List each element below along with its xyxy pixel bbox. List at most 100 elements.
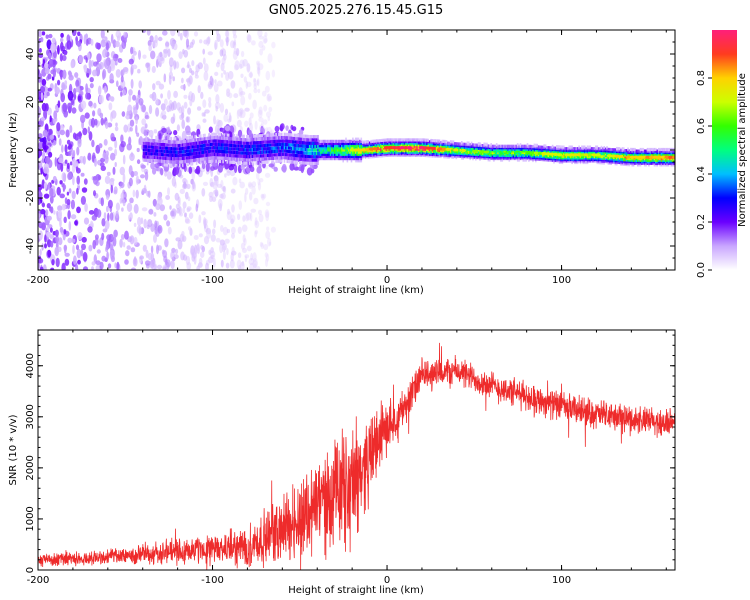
ridge-cell xyxy=(294,150,297,154)
noise-speck xyxy=(89,83,94,89)
noise-speck xyxy=(184,217,190,224)
ridge-cell xyxy=(264,140,266,144)
noise-speck xyxy=(122,241,126,248)
noise-speck xyxy=(208,191,214,198)
noise-speck xyxy=(74,72,79,78)
ridge-cell xyxy=(200,154,202,158)
noise-speck xyxy=(132,257,138,267)
noise-speck xyxy=(58,209,62,219)
ridge-cell xyxy=(285,139,287,143)
ridge-cell xyxy=(233,154,236,158)
ridge-cell xyxy=(269,140,272,144)
ridge-cell xyxy=(359,139,361,143)
ridge-cell xyxy=(230,147,233,151)
noise-speck xyxy=(67,210,71,220)
noise-speck xyxy=(226,88,231,97)
noise-speck xyxy=(170,251,176,260)
ridge-cell xyxy=(220,136,223,140)
ridge-cell xyxy=(293,157,296,161)
noise-speck xyxy=(133,106,138,116)
ridge-cell xyxy=(248,141,251,145)
noise-speck xyxy=(251,185,256,195)
ridge-cell xyxy=(165,146,167,150)
ridge-cell xyxy=(148,145,150,149)
ridge-cell xyxy=(306,138,308,142)
ridge-cell xyxy=(197,158,199,162)
noise-speck xyxy=(257,67,261,77)
noise-speck xyxy=(266,93,272,102)
ridge-cell xyxy=(219,153,222,157)
ridge-cell xyxy=(332,144,335,148)
ridge-cell xyxy=(332,150,335,154)
ridge-cell xyxy=(595,147,597,151)
ridge-cell xyxy=(144,138,146,142)
noise-speck xyxy=(203,71,209,81)
noise-speck xyxy=(57,100,61,108)
noise-speck xyxy=(249,191,253,201)
noise-speck xyxy=(224,173,227,178)
ridge-cell xyxy=(156,139,159,143)
ridge-cell xyxy=(315,158,318,162)
noise-speck xyxy=(215,105,218,112)
ridge-cell xyxy=(211,146,213,150)
ridge-cell xyxy=(267,147,269,151)
ridge-cell xyxy=(258,157,261,161)
ridge-cell xyxy=(163,149,166,153)
ridge-cell xyxy=(294,140,297,144)
noise-speck xyxy=(121,111,126,117)
ridge-cell xyxy=(313,161,315,165)
noise-speck xyxy=(93,102,97,109)
ridge-cell xyxy=(449,149,452,153)
noise-speck xyxy=(88,131,93,141)
ridge-cell xyxy=(286,159,289,163)
ridge-cell xyxy=(327,139,329,143)
noise-speck xyxy=(59,218,62,228)
noise-speck xyxy=(44,243,47,249)
noise-speck xyxy=(219,39,224,48)
noise-speck xyxy=(49,134,55,140)
ridge-cell xyxy=(342,141,344,146)
ridge-cell xyxy=(237,157,240,161)
ridge-cell xyxy=(511,144,513,148)
ridge-cell xyxy=(553,149,555,153)
ridge-cell xyxy=(292,157,294,161)
ridge-cell xyxy=(289,139,291,144)
ridge-cell xyxy=(208,136,210,140)
ridge-cell xyxy=(255,137,258,141)
noise-speck xyxy=(206,230,212,239)
noise-speck xyxy=(150,223,155,232)
ridge-cell xyxy=(308,141,311,145)
ridge-cell xyxy=(145,148,148,152)
noise-speck xyxy=(67,172,72,181)
ridge-cell xyxy=(275,149,277,153)
ridge-cell xyxy=(310,148,312,152)
ridge-cell xyxy=(557,145,559,149)
ridge-cell xyxy=(153,139,156,143)
ridge-cell xyxy=(394,149,396,153)
ridge-cell xyxy=(247,141,249,145)
noise-speck xyxy=(239,91,246,96)
ridge-cell xyxy=(599,161,601,165)
ridge-cell xyxy=(308,151,311,155)
ridge-cell xyxy=(212,146,215,150)
ridge-cell xyxy=(183,160,185,164)
ridge-cell xyxy=(188,145,191,150)
ridge-cell xyxy=(392,138,395,142)
ridge-cell xyxy=(324,148,326,152)
ridge-cell xyxy=(304,148,307,152)
ridge-cell xyxy=(255,151,258,155)
ridge-cell xyxy=(233,137,236,141)
ridge-cell xyxy=(610,148,612,152)
ridge-cell xyxy=(180,143,182,147)
ridge-cell xyxy=(347,146,350,150)
noise-speck xyxy=(229,115,232,123)
ridge-cell xyxy=(213,152,216,156)
noise-speck xyxy=(141,104,147,113)
ridge-cell xyxy=(290,146,293,150)
ridge-cell xyxy=(310,145,312,149)
noise-speck xyxy=(263,38,268,43)
ridge-cell xyxy=(317,158,319,162)
ridge-cell xyxy=(346,148,349,152)
ridge-speck xyxy=(160,168,164,176)
ridge-cell xyxy=(303,158,305,162)
